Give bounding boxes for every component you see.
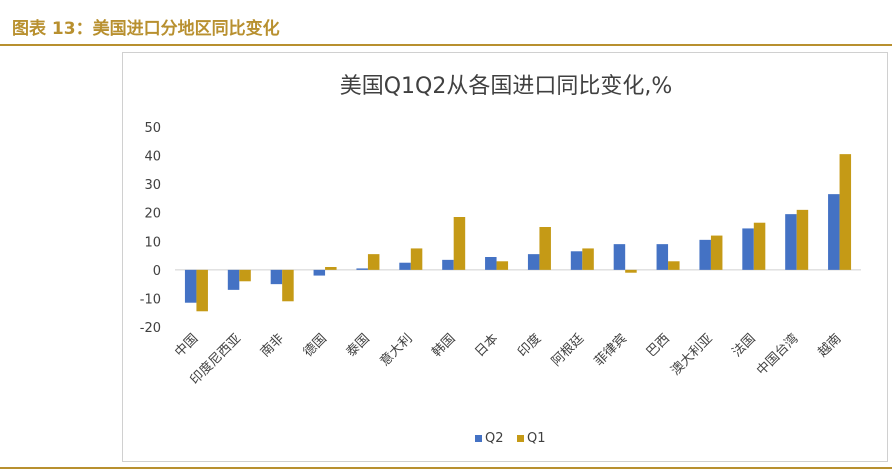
bar-q2-14 [742, 228, 754, 270]
category-label: 巴西 [644, 331, 673, 360]
category-label: 中国 [172, 331, 201, 360]
legend-label-q1: Q1 [527, 431, 546, 446]
category-label: 菲律宾 [591, 331, 630, 370]
legend-swatch-q1 [517, 435, 524, 442]
y-tick-label: 10 [144, 235, 161, 250]
bar-q2-11 [613, 244, 626, 270]
category-label: 阿根廷 [549, 331, 587, 369]
bar-q1-14 [753, 222, 766, 270]
chart-title: 美国Q1Q2从各国进口同比变化,% [340, 74, 673, 99]
bar-q1-7 [453, 217, 466, 270]
bar-q2-7 [442, 259, 454, 270]
bar-q2-5 [356, 268, 368, 270]
category-label: 泰国 [344, 331, 373, 360]
bar-q1-5 [367, 254, 380, 270]
category-label: 意大利 [377, 331, 416, 370]
y-tick-label: 50 [144, 121, 161, 136]
bar-q2-3 [270, 269, 283, 285]
bar-chart: 美国Q1Q2从各国进口同比变化,%-20-1001020304050中国印度尼西… [140, 74, 861, 446]
bar-q1-9 [539, 227, 551, 270]
category-label: 印度 [515, 331, 545, 361]
legend-label-q2: Q2 [485, 431, 504, 446]
bar-q1-13 [710, 235, 723, 270]
bar-q1-2 [239, 269, 251, 282]
bar-q1-10 [582, 248, 594, 270]
category-label: 越南 [815, 331, 845, 361]
bar-q2-2 [227, 269, 240, 290]
bar-q1-3 [282, 269, 294, 302]
y-tick-label: 30 [144, 178, 161, 193]
figure-caption: 图表 13：美国进口分地区同比变化 [12, 19, 280, 39]
bar-q1-8 [496, 261, 509, 270]
y-tick-label: -20 [140, 321, 161, 336]
bar-q2-6 [399, 262, 411, 270]
bar-q2-9 [527, 254, 540, 270]
y-tick-label: 40 [144, 150, 161, 165]
bar-q2-16 [828, 194, 840, 270]
bar-q2-12 [656, 244, 669, 270]
y-tick-label: 20 [144, 207, 161, 222]
category-label: 韩国 [430, 331, 459, 360]
bar-q1-4 [325, 267, 337, 270]
figure-header: 图表 13：美国进口分地区同比变化 [0, 0, 892, 46]
bar-q1-6 [410, 248, 423, 270]
category-label: 法国 [730, 331, 759, 360]
y-tick-label: -10 [140, 292, 161, 307]
bar-q1-12 [668, 261, 680, 270]
bar-q1-15 [796, 209, 809, 270]
bar-q2-10 [570, 251, 583, 270]
bar-q2-1 [184, 269, 197, 303]
bar-q1-16 [839, 154, 852, 270]
footer-rule [0, 467, 892, 469]
category-label: 中国台湾 [753, 331, 801, 379]
chart-frame: 美国Q1Q2从各国进口同比变化,% -20 -10 0 10 20 30 40 50 中国 印度尼西… [122, 52, 888, 462]
bar-q2-15 [785, 214, 797, 270]
bar-q2-8 [485, 257, 497, 270]
category-label: 德国 [301, 331, 330, 360]
category-label: 澳大利亚 [668, 331, 716, 379]
bar-q2-13 [699, 239, 711, 270]
bar-q2-4 [313, 269, 326, 276]
category-label: 南非 [257, 331, 287, 361]
bar-q1-11 [625, 269, 637, 273]
category-label: 日本 [472, 331, 501, 360]
y-tick-label: 0 [153, 264, 161, 279]
legend-swatch-q2 [475, 435, 482, 442]
header-rule [0, 44, 892, 46]
bar-q1-1 [196, 269, 208, 312]
